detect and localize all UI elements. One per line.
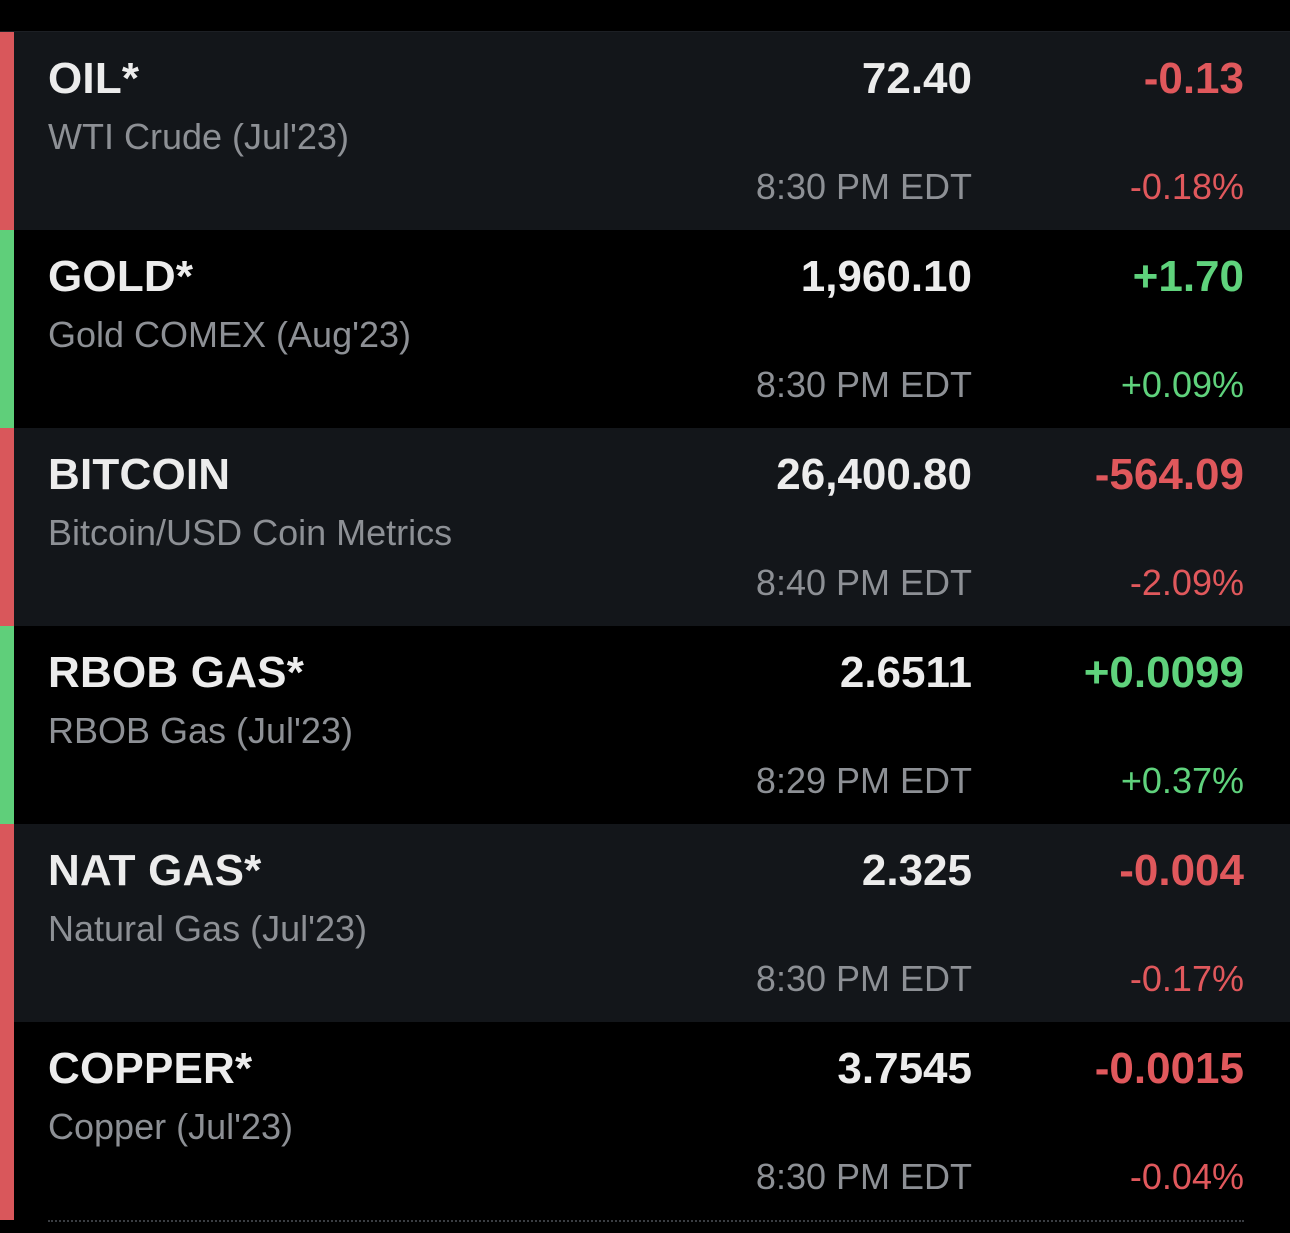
quote-change: -0.004 <box>1119 846 1244 895</box>
change-indicator-bar <box>0 230 14 428</box>
quote-price: 1,960.10 <box>800 252 972 301</box>
quote-change-percent: -0.17% <box>1129 958 1244 999</box>
quote-time: 8:40 PM EDT <box>755 562 972 603</box>
list-end-divider <box>48 1220 1244 1222</box>
quote-change-percent: +0.37% <box>1120 760 1244 801</box>
quote-row-nat-gas[interactable]: NAT GAS* Natural Gas (Jul'23) 2.325 8:30… <box>0 824 1290 1022</box>
quote-change-percent: -0.18% <box>1129 166 1244 207</box>
quote-row-bitcoin[interactable]: BITCOIN Bitcoin/USD Coin Metrics 26,400.… <box>0 428 1290 626</box>
quote-symbol: COPPER* <box>48 1044 253 1093</box>
quote-price: 2.6511 <box>839 648 972 697</box>
quote-symbol: BITCOIN <box>48 450 231 499</box>
quote-change: +0.0099 <box>1083 648 1244 697</box>
change-indicator-bar <box>0 824 14 1022</box>
quote-price: 26,400.80 <box>776 450 972 499</box>
quote-time: 8:29 PM EDT <box>755 760 972 801</box>
quote-change-percent: -2.09% <box>1129 562 1244 603</box>
quote-symbol: GOLD* <box>48 252 194 301</box>
quote-row-oil[interactable]: OIL* WTI Crude (Jul'23) 72.40 8:30 PM ED… <box>0 32 1290 230</box>
quote-change: -0.0015 <box>1094 1044 1244 1093</box>
quote-symbol: NAT GAS* <box>48 846 262 895</box>
quote-name: Bitcoin/USD Coin Metrics <box>48 512 453 553</box>
quote-time: 8:30 PM EDT <box>755 1156 972 1197</box>
top-bar <box>0 0 1290 32</box>
quote-row-gold[interactable]: GOLD* Gold COMEX (Aug'23) 1,960.10 8:30 … <box>0 230 1290 428</box>
quote-symbol: RBOB GAS* <box>48 648 305 697</box>
quote-change-percent: -0.04% <box>1129 1156 1244 1197</box>
quote-change-percent: +0.09% <box>1120 364 1244 405</box>
change-indicator-bar <box>0 1022 14 1220</box>
quote-name: Copper (Jul'23) <box>48 1106 293 1147</box>
quote-price: 2.325 <box>861 846 972 895</box>
quote-price: 3.7545 <box>837 1044 972 1093</box>
quote-row-rbob-gas[interactable]: RBOB GAS* RBOB Gas (Jul'23) 2.6511 8:29 … <box>0 626 1290 824</box>
change-indicator-bar <box>0 32 14 230</box>
quote-time: 8:30 PM EDT <box>755 364 972 405</box>
quote-change: -564.09 <box>1094 450 1244 499</box>
quote-list: OIL* WTI Crude (Jul'23) 72.40 8:30 PM ED… <box>0 32 1290 1220</box>
quote-time: 8:30 PM EDT <box>755 166 972 207</box>
quote-change: -0.13 <box>1143 54 1244 103</box>
quote-change: +1.70 <box>1132 252 1244 301</box>
quote-symbol: OIL* <box>48 54 140 103</box>
quote-time: 8:30 PM EDT <box>755 958 972 999</box>
quote-name: Gold COMEX (Aug'23) <box>48 314 412 355</box>
quote-price: 72.40 <box>861 54 972 103</box>
quote-name: RBOB Gas (Jul'23) <box>48 710 353 751</box>
change-indicator-bar <box>0 626 14 824</box>
quote-name: WTI Crude (Jul'23) <box>48 116 349 157</box>
quote-name: Natural Gas (Jul'23) <box>48 908 367 949</box>
change-indicator-bar <box>0 428 14 626</box>
quote-row-copper[interactable]: COPPER* Copper (Jul'23) 3.7545 8:30 PM E… <box>0 1022 1290 1220</box>
